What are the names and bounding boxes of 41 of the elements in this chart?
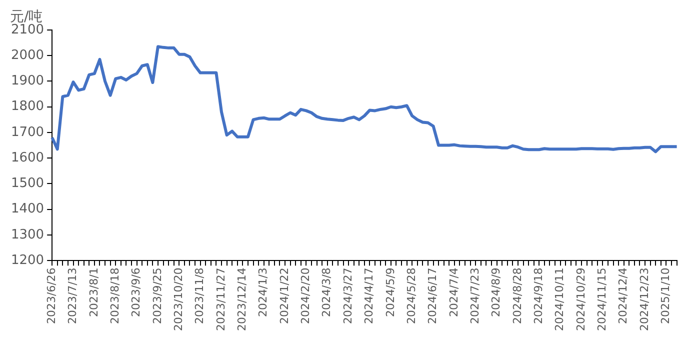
- x-tick-label: 2024/8/9: [490, 268, 503, 318]
- x-tick-label: 2024/12/4: [616, 268, 630, 324]
- x-tick-label: 2024/8/28: [510, 268, 524, 324]
- y-tick-label: 1500: [10, 176, 44, 192]
- x-tick-label: 2024/2/20: [299, 268, 312, 324]
- x-tick-label: 2024/7/4: [447, 268, 460, 318]
- x-tick-label: 2025/1/10: [659, 268, 672, 324]
- x-tick-label: 2024/9/18: [532, 268, 546, 324]
- y-tick-label: 1300: [10, 227, 44, 242]
- y-axis-title: 元/吨: [10, 8, 43, 25]
- x-tick-label: 2024/3/27: [341, 268, 354, 324]
- x-tick-label: 2023/12/14: [236, 268, 249, 332]
- x-tick-label: 2024/11/15: [596, 268, 609, 332]
- x-tick-label: 2024/12/23: [638, 268, 651, 332]
- y-tick-label: 1900: [10, 74, 44, 89]
- x-tick-label: 2024/6/17: [426, 268, 440, 324]
- x-tick-label: 2023/8/18: [108, 268, 122, 324]
- x-tick-label: 2024/5/28: [404, 268, 418, 324]
- y-tick-label: 1400: [10, 202, 44, 217]
- y-tick-label: 1600: [10, 150, 44, 166]
- x-tick-label: 2024/1/3: [256, 268, 270, 318]
- x-tick-label: 2023/11/8: [193, 268, 206, 324]
- x-tick-label: 2023/8/1: [87, 268, 100, 318]
- x-tick-label: 2023/11/27: [214, 268, 228, 332]
- x-tick-label: 2023/9/25: [150, 268, 164, 324]
- x-tick-label: 2024/4/17: [362, 268, 376, 324]
- x-tick-label: 2024/5/9: [384, 268, 397, 318]
- x-tick-label: 2023/7/13: [66, 268, 80, 324]
- y-tick-label: 1800: [10, 99, 44, 114]
- x-tick-label: 2023/9/6: [130, 268, 143, 318]
- y-tick-label: 2000: [10, 48, 44, 63]
- x-tick-label: 2023/6/26: [44, 268, 58, 324]
- x-tick-label: 2024/7/23: [468, 268, 482, 324]
- y-tick-label: 1700: [10, 124, 44, 140]
- x-tick-label: 2024/10/11: [553, 268, 566, 332]
- x-tick-label: 2024/1/22: [278, 268, 291, 324]
- x-tick-label: 2024/3/8: [320, 268, 334, 318]
- x-tick-label: 2024/10/29: [574, 268, 588, 332]
- y-tick-label: 1200: [10, 252, 44, 268]
- y-tick-label: 2100: [10, 22, 44, 38]
- x-tick-label: 2023/10/20: [172, 268, 186, 332]
